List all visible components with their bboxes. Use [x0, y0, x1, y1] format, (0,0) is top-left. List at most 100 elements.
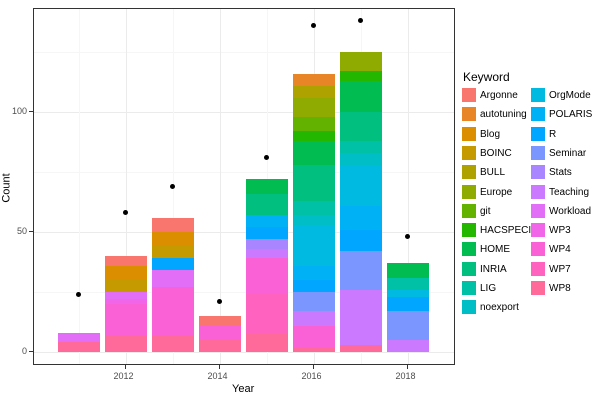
bar-segment-2016-POLARIS: [292, 265, 335, 280]
legend-key-icon-BOINC: [462, 145, 476, 160]
bar-segment-2015-POLARIS: [245, 215, 288, 228]
bar-segment-2016-R: [292, 279, 335, 292]
legend-label-WP8: WP8: [549, 283, 571, 294]
bar-segment-2017-WP8: [339, 344, 382, 352]
bar-segment-2015-WP7: [245, 294, 288, 333]
bar-segment-2016-BULL: [292, 85, 335, 98]
x-tick-label-2014: 2014: [207, 371, 228, 381]
gridline-major-x2014: [219, 9, 221, 364]
bar-segment-2018-LIG: [386, 277, 429, 290]
gridline-major-y100: [34, 112, 454, 113]
bar-segment-2015-R: [245, 227, 288, 240]
bar-segment-2017-Europe: [339, 52, 382, 72]
legend-key-icon-BULL: [462, 165, 476, 180]
bar-segment-2016-HOME: [292, 140, 335, 165]
bar-segment-2016-LIG: [292, 200, 335, 216]
bar-segment-2012-Workload: [104, 291, 147, 300]
bar-segment-2015-WP8: [245, 332, 288, 352]
plot-panel: [33, 8, 455, 365]
legend-label-WP7: WP7: [549, 263, 571, 275]
legend-label-Blog: Blog: [480, 128, 501, 140]
y-tick-label-50: 50: [16, 226, 27, 236]
bar-segment-2012-WP4: [104, 303, 147, 336]
bar-segment-2011-WP8: [57, 342, 100, 352]
x-tick-2018: [406, 365, 408, 369]
bar-segment-2015-Teaching: [245, 248, 288, 259]
legend-label-autotuning: autotuning: [480, 109, 527, 121]
bar-segment-2011-Workload: [57, 332, 100, 343]
x-axis-title: Year: [232, 383, 255, 395]
bar-segment-2018-Teaching: [386, 339, 429, 352]
legend-key-icon-WP8: [531, 281, 545, 295]
legend-key-icon-Seminar: [531, 145, 545, 160]
bar-segment-2016-Teaching: [292, 311, 335, 326]
legend-key-icon-HACSPECIS: [462, 223, 476, 238]
bar-segment-2016-Europe: [292, 97, 335, 117]
bar-segment-2017-INRIA: [339, 111, 382, 141]
bar-2016: [292, 73, 335, 352]
bar-segment-2013-WP4: [151, 287, 194, 336]
bar-segment-2016-autotuning: [292, 73, 335, 86]
legend-label-HACSPECIS: HACSPECIS: [480, 225, 538, 237]
bar-segment-2012-WP8: [104, 335, 147, 352]
bar-segment-2012-Blog: [104, 265, 147, 280]
gridline-minor-y25: [34, 292, 454, 293]
bar-segment-2013-Blog: [151, 232, 194, 247]
gridline-minor-x2011: [78, 9, 80, 364]
x-tick-2014: [218, 365, 220, 369]
bar-segment-2012-Argonne: [104, 256, 147, 266]
bar-segment-2015-INRIA: [245, 193, 288, 216]
bar-segment-2016-noexport: [292, 215, 335, 225]
bar-segment-2018-Seminar: [386, 311, 429, 340]
legend-label-Europe: Europe: [480, 186, 513, 198]
bar-segment-2017-HACSPECIS: [339, 71, 382, 81]
point-2018: [405, 234, 410, 240]
y-axis-title: Count: [0, 173, 13, 203]
x-tick-label-2018: 2018: [395, 371, 416, 381]
bar-segment-2016-INRIA: [292, 164, 335, 201]
bar-segment-2014-Argonne: [198, 316, 241, 326]
bar-segment-2017-noexport: [339, 152, 382, 165]
gridline-major-x2012: [125, 9, 127, 364]
legend-key-icon-Workload: [531, 203, 545, 218]
gridline-minor-y75: [34, 172, 454, 173]
y-tick-0: [29, 351, 33, 352]
legend-label-WP4: WP4: [549, 244, 571, 256]
bar-segment-2013-Workload: [151, 270, 194, 288]
legend-key-icon-WP3: [531, 223, 545, 238]
bar-segment-2016-git: [292, 116, 335, 132]
legend-key-icon-HOME: [462, 242, 476, 257]
legend-key-icon-Blog: [462, 126, 476, 141]
bar-segment-2017-HOME: [339, 80, 382, 112]
point-2017: [358, 18, 363, 24]
bar-segment-2016-WP8: [292, 347, 335, 352]
x-tick-2012: [124, 365, 126, 369]
legend-label-Seminar: Seminar: [549, 147, 587, 159]
bar-segment-2012-BOINC: [104, 279, 147, 292]
legend-key-icon-noexport: [462, 300, 476, 315]
legend-key-icon-WP7: [531, 261, 545, 276]
bar-segment-2017-OrgMode: [339, 164, 382, 206]
y-tick-label-0: 0: [21, 346, 27, 356]
y-tick-50: [29, 231, 33, 232]
bar-segment-2015-WP4: [245, 258, 288, 295]
bar-segment-2013-BOINC: [151, 246, 194, 259]
bar-segment-2014-WP4: [198, 325, 241, 340]
bar-segment-2017-Teaching: [339, 289, 382, 345]
bar-segment-2013-WP8: [151, 335, 194, 352]
x-tick-2016: [312, 365, 314, 369]
bar-2012: [104, 256, 147, 352]
bar-segment-2013-R: [151, 258, 194, 271]
legend-label-INRIA: INRIA: [480, 263, 507, 275]
legend-label-R: R: [549, 128, 557, 140]
bar-2013: [151, 217, 194, 352]
legend-key-icon-Europe: [462, 184, 476, 199]
bar-segment-2015-Stats: [245, 239, 288, 249]
bar-segment-2018-R: [386, 296, 429, 312]
point-2012: [123, 210, 128, 216]
bar-segment-2015-HOME: [245, 179, 288, 194]
legend-key-icon-autotuning: [462, 107, 476, 122]
legend: Keyword Argonne autotuning Blog BOINC BULL Eu…: [458, 0, 600, 400]
legend-key-icon-POLARIS: [531, 107, 545, 122]
